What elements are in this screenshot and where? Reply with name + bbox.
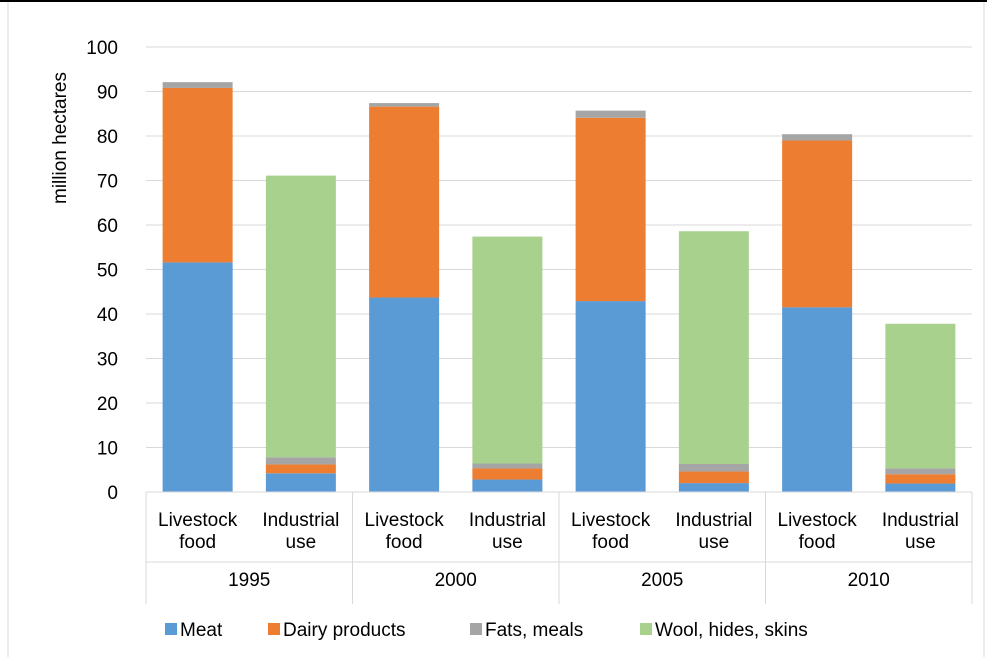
- bar-segment: [678, 463, 749, 472]
- bar-segment: [162, 82, 233, 88]
- x-tick-label: Industrial use: [262, 510, 339, 553]
- legend-label: Meat: [180, 620, 223, 641]
- y-tick-label: 90: [97, 83, 118, 104]
- bar-segment: [265, 457, 336, 465]
- bar-segment: [678, 231, 749, 464]
- y-tick-label: 0: [107, 483, 118, 504]
- bar-segment: [885, 468, 956, 475]
- bar-segment: [472, 463, 543, 469]
- x-tick-label: Industrial use: [882, 510, 959, 553]
- bar-segment: [369, 103, 440, 107]
- legend: Meat Dairy products Fats, meals Wool, hides…: [165, 620, 808, 641]
- bar-segment: [162, 262, 233, 492]
- group-label: 2005: [641, 570, 683, 591]
- bar-segment: [782, 134, 853, 141]
- x-tick-label: Industrial use: [675, 510, 752, 553]
- group-label: 2010: [848, 570, 890, 591]
- legend-label: Fats, meals: [485, 620, 583, 641]
- bar-segment: [575, 117, 646, 302]
- legend-label: Wool, hides, skins: [655, 620, 808, 641]
- y-tick-label: 80: [97, 127, 118, 148]
- bar-segment: [472, 468, 543, 480]
- legend-swatch: [268, 623, 280, 635]
- y-tick-label: 70: [97, 172, 118, 193]
- y-tick-label: 50: [97, 261, 118, 282]
- x-tick-label: Livestock food: [778, 510, 858, 553]
- bar-segment: [265, 473, 336, 492]
- bar-segment: [162, 87, 233, 263]
- y-tick-label: 60: [97, 216, 118, 237]
- bar-segment: [782, 307, 853, 492]
- y-tick-label: 100: [86, 38, 118, 59]
- x-tick-label: Livestock food: [365, 510, 445, 553]
- bar-segment: [472, 479, 543, 492]
- bar-segment: [678, 471, 749, 484]
- x-tick-label: Livestock food: [158, 510, 238, 553]
- group-label: 1995: [228, 570, 270, 591]
- bar-segment: [678, 483, 749, 492]
- y-axis-ticks: 0 10 20 30 40 50 60 70 80 90 100: [86, 38, 118, 504]
- y-tick-label: 10: [97, 439, 118, 460]
- bars: [162, 82, 956, 492]
- legend-label: Dairy products: [283, 620, 406, 641]
- x-tick-label: Livestock food: [571, 510, 651, 553]
- legend-swatch: [470, 623, 482, 635]
- legend-swatch: [165, 623, 177, 635]
- bar-segment: [369, 297, 440, 492]
- bar-segment: [575, 110, 646, 118]
- bar-segment: [369, 106, 440, 298]
- bar-segment: [885, 483, 956, 492]
- bar-segment: [265, 464, 336, 474]
- x-tick-label: Industrial use: [469, 510, 546, 553]
- legend-swatch: [640, 623, 652, 635]
- bar-segment: [472, 236, 543, 464]
- bar-segment: [265, 175, 336, 458]
- bar-segment: [782, 140, 853, 308]
- group-label: 2000: [435, 570, 477, 591]
- top-border: [0, 0, 987, 2]
- y-axis-label: million hectares: [50, 72, 71, 204]
- y-tick-label: 40: [97, 305, 118, 326]
- bar-segment: [575, 301, 646, 492]
- bar-segment: [885, 474, 956, 484]
- y-tick-label: 30: [97, 350, 118, 371]
- x-axis: Livestock food Industrial use Livestock food I…: [145, 491, 973, 604]
- y-tick-label: 20: [97, 394, 118, 415]
- bar-segment: [885, 323, 956, 469]
